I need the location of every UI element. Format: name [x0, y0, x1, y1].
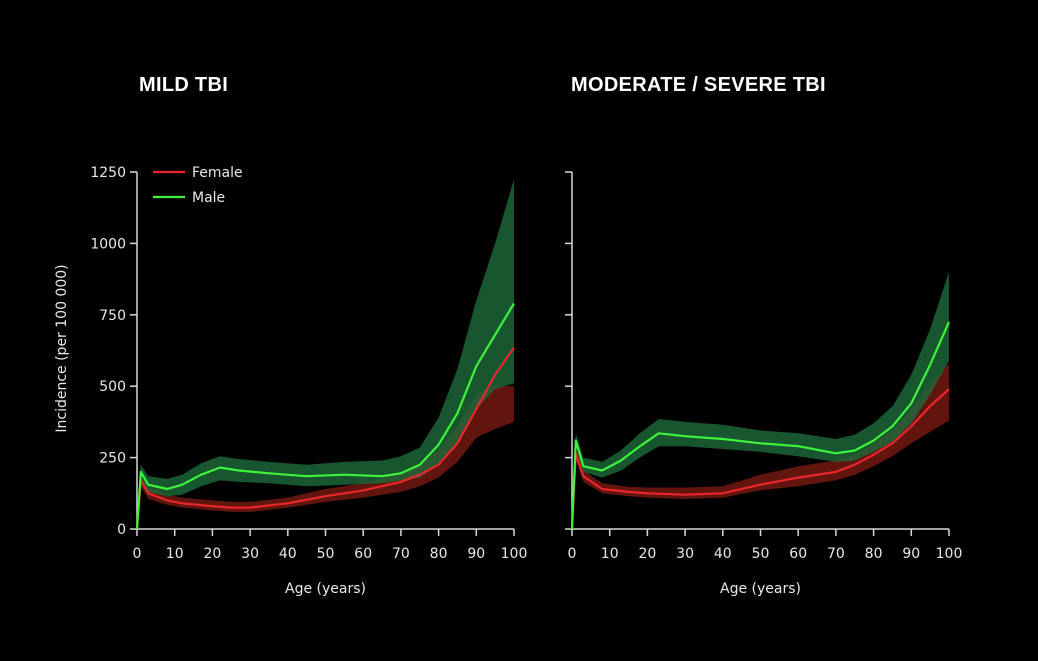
- moderate-severe-tbi-title: MODERATE / SEVERE TBI: [571, 74, 826, 96]
- moderate-severe-tbi-panel: 0 10 20 30 40 50 60 70 80 90 100 Age (years): [565, 171, 963, 597]
- female-series-line: [570, 388, 950, 530]
- x-tick-label: 10: [601, 546, 619, 562]
- x-tick-label: 0: [133, 546, 142, 562]
- x-tick-label: 40: [714, 546, 732, 562]
- x-tick-label: 50: [752, 546, 770, 562]
- y-tick-label: 250: [99, 451, 126, 467]
- y-tick-label: 1250: [90, 165, 126, 181]
- y-tick-label: 0: [117, 522, 126, 538]
- x-tick-label: 80: [865, 546, 883, 562]
- x-tick-label: 0: [568, 546, 577, 562]
- y-axis-title: Incidence (per 100 000): [54, 264, 70, 432]
- x-tick-label: 30: [676, 546, 694, 562]
- x-axis-title: Age (years): [720, 581, 801, 597]
- y-tick-label: 750: [99, 308, 126, 324]
- mild-tbi-panel: 0 250 500 750 1000 1250 0 10 20 30 40 50 60 70 80 90 100…: [54, 165, 527, 597]
- female-series-line: [135, 346, 515, 530]
- female-confidence-band: [572, 363, 949, 529]
- x-tick-label: 60: [789, 546, 807, 562]
- x-tick-label: 30: [241, 546, 259, 562]
- x-tick-label: 100: [936, 546, 963, 562]
- x-tick-label: 80: [430, 546, 448, 562]
- x-tick-label: 20: [638, 546, 656, 562]
- male-series-line: [135, 302, 515, 530]
- mild-tbi-title: MILD TBI: [139, 74, 229, 96]
- x-axis-title: Age (years): [285, 581, 366, 597]
- y-tick-label: 1000: [90, 236, 126, 252]
- x-tick-label: 70: [392, 546, 410, 562]
- x-tick-label: 70: [827, 546, 845, 562]
- female-legend-label: Female: [192, 165, 243, 181]
- male-series-line: [570, 321, 951, 530]
- x-tick-label: 40: [279, 546, 297, 562]
- x-tick-label: 50: [317, 546, 335, 562]
- x-tick-label: 90: [902, 546, 920, 562]
- y-tick-label: 500: [99, 379, 126, 395]
- male-legend-label: Male: [192, 190, 225, 206]
- x-tick-label: 60: [354, 546, 372, 562]
- x-tick-label: 100: [501, 546, 528, 562]
- male-confidence-band: [137, 179, 514, 529]
- x-tick-label: 10: [166, 546, 184, 562]
- x-tick-label: 20: [203, 546, 221, 562]
- x-tick-label: 90: [467, 546, 485, 562]
